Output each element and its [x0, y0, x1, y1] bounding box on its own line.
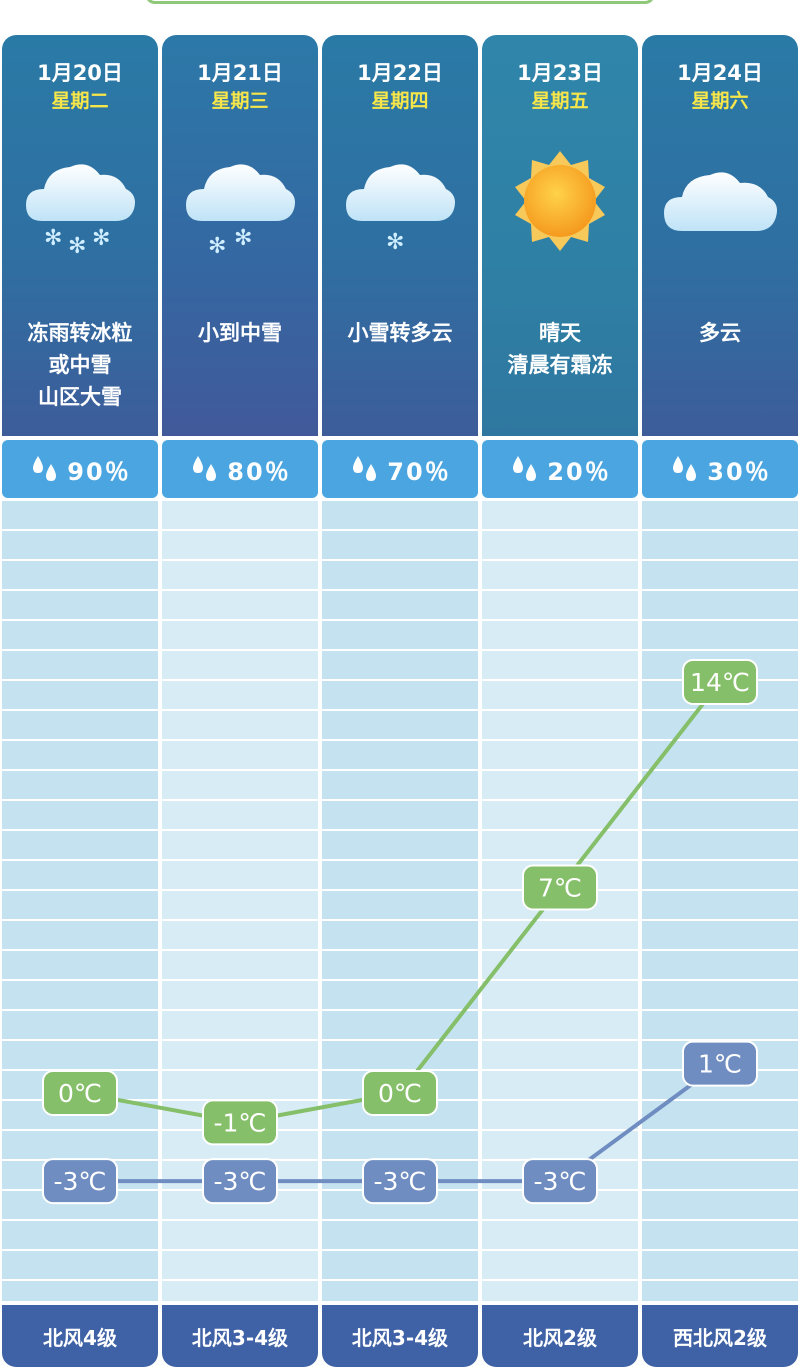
condition-line: 晴天: [539, 321, 581, 345]
day-header: 1月21日 星期三 ✻ ✻ 小到中雪: [162, 35, 318, 436]
raindrops-icon: [193, 456, 217, 481]
day-header: 1月23日 星期五 晴天 清晨有霜冻: [482, 35, 638, 436]
date-label: 1月20日: [37, 61, 123, 85]
weekday-label: 星期五: [531, 90, 589, 112]
precip-value: 30％: [707, 457, 771, 486]
sun-icon: [515, 151, 605, 251]
precip-value: 20％: [547, 457, 611, 486]
condition-text: 多云: [646, 317, 794, 349]
wind-label: 西北风2级: [642, 1305, 798, 1367]
condition-line: 小到中雪: [198, 321, 282, 345]
snow-cloud-light-icon: ✻: [346, 164, 455, 255]
precip-badge: 30％: [642, 440, 798, 498]
top-banner-edge: [145, 0, 655, 4]
weekday-label: 星期六: [691, 90, 749, 112]
precip-value: 70％: [387, 457, 451, 486]
svg-text:✻: ✻: [208, 234, 226, 255]
wind-label: 北风3-4级: [322, 1305, 478, 1367]
date-label: 1月24日: [677, 61, 763, 85]
precip-value: 80％: [227, 457, 291, 486]
condition-line: 山区大雪: [38, 385, 122, 409]
precip-badge: 20％: [482, 440, 638, 498]
condition-text: 小到中雪: [166, 317, 314, 349]
cloud-icon: [664, 172, 777, 231]
precip-value: 90％: [67, 457, 131, 486]
wind-label: 北风2级: [482, 1305, 638, 1367]
condition-text: 晴天 清晨有霜冻: [486, 317, 634, 381]
precip-badge: 90％: [2, 440, 158, 498]
day-header: 1月24日 星期六 多云: [642, 35, 798, 436]
condition-line: 清晨有霜冻: [507, 353, 613, 377]
svg-text:✻: ✻: [68, 234, 86, 255]
plot-background: [162, 501, 318, 1301]
weekday-label: 星期二: [51, 90, 109, 112]
weekday-label: 星期四: [371, 90, 429, 112]
condition-text: 小雪转多云: [326, 317, 474, 349]
wind-label: 北风3-4级: [162, 1305, 318, 1367]
date-label: 1月21日: [197, 61, 283, 85]
snow-cloud-heavy-icon: ✻ ✻ ✻: [26, 164, 135, 255]
raindrops-icon: [513, 456, 537, 481]
date-label: 1月23日: [517, 61, 603, 85]
raindrops-icon: [353, 456, 377, 481]
snow-cloud-moderate-icon: ✻ ✻: [186, 164, 295, 255]
plot-background: [642, 501, 798, 1301]
day-column-2: 1月21日 星期三 ✻ ✻ 小到中雪 80％ 北风3-4级: [162, 35, 318, 1367]
condition-text: 冻雨转冰粒 或中雪 山区大雪: [6, 317, 154, 413]
plot-background: [2, 501, 158, 1301]
day-column-1: 1月20日 星期二 ✻ ✻ ✻ 冻雨转冰粒 或中雪 山区大雪 90％ 北风4级: [2, 35, 158, 1367]
condition-line: 小雪转多云: [347, 321, 453, 345]
condition-line: 多云: [699, 321, 741, 345]
plot-background: [482, 501, 638, 1301]
date-label: 1月22日: [357, 61, 443, 85]
weekday-label: 星期三: [211, 90, 269, 112]
day-column-5: 1月24日 星期六 多云 30％ 西北风2级: [642, 35, 798, 1367]
raindrops-icon: [673, 456, 697, 481]
day-header: 1月22日 星期四 ✻ 小雪转多云: [322, 35, 478, 436]
precip-badge: 80％: [162, 440, 318, 498]
condition-line: 冻雨转冰粒: [27, 321, 133, 345]
condition-line: 或中雪: [48, 353, 112, 377]
svg-text:✻: ✻: [386, 230, 404, 255]
svg-text:✻: ✻: [234, 226, 252, 251]
wind-label: 北风4级: [2, 1305, 158, 1367]
svg-text:✻: ✻: [92, 226, 110, 251]
raindrops-icon: [33, 456, 57, 481]
day-header: 1月20日 星期二 ✻ ✻ ✻ 冻雨转冰粒 或中雪 山区大雪: [2, 35, 158, 436]
day-column-4: 1月23日 星期五 晴天 清晨有霜冻 20％ 北风2级: [482, 35, 638, 1367]
precip-badge: 70％: [322, 440, 478, 498]
svg-text:✻: ✻: [44, 226, 62, 251]
plot-background: [322, 501, 478, 1301]
day-column-3: 1月22日 星期四 ✻ 小雪转多云 70％ 北风3-4级: [322, 35, 478, 1367]
